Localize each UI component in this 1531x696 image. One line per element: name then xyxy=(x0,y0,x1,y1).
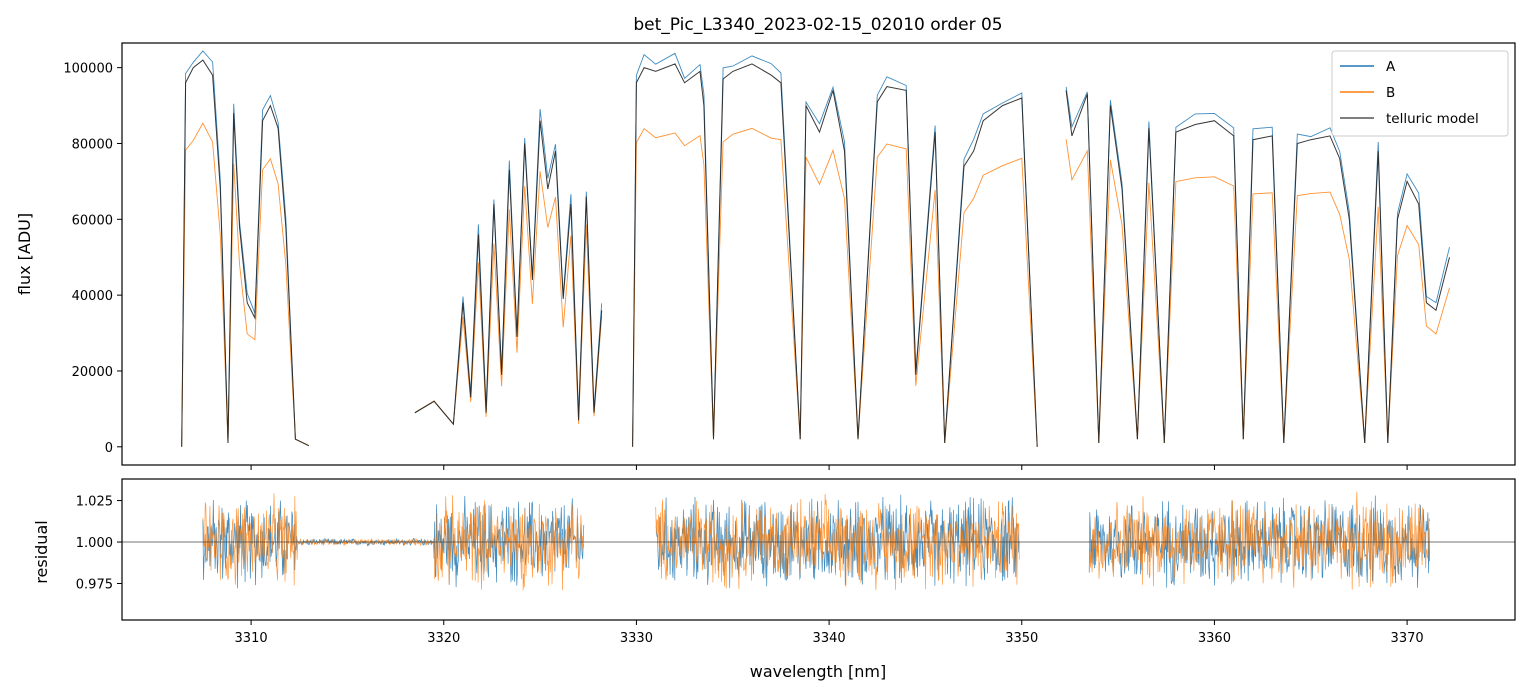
residual-y-tick-label: 0.975 xyxy=(76,578,113,593)
residual-y-axis-label: residual xyxy=(32,520,51,583)
legend: A B telluric model xyxy=(1331,50,1509,137)
flux-series-b xyxy=(181,122,1450,447)
x-tick-label: 3370 xyxy=(1391,631,1424,646)
chart-title: bet_Pic_L3340_2023-02-15_02010 order 05 xyxy=(633,15,1002,35)
flux-series-telluric-model xyxy=(181,59,1450,447)
legend-label-telluric: telluric model xyxy=(1386,111,1479,127)
flux-y-ticks: 0 20000 40000 60000 80000 100000 xyxy=(63,62,122,456)
flux-y-tick-label: 60000 xyxy=(72,213,113,228)
flux-plot-area xyxy=(122,43,1515,465)
flux-y-tick-label: 0 xyxy=(105,441,113,456)
flux-y-tick-label: 40000 xyxy=(72,289,113,304)
flux-y-axis-label: flux [ADU] xyxy=(15,213,34,295)
flux-y-tick-label: 100000 xyxy=(63,62,113,77)
flux-y-tick-label: 20000 xyxy=(72,365,113,380)
residual-y-ticks: 0.975 1.000 1.025 xyxy=(76,495,122,593)
legend-label-b: B xyxy=(1386,85,1395,101)
flux-panel: 0 20000 40000 60000 80000 100000 flux [ADU] A… xyxy=(15,42,1516,470)
x-tick-label: 3320 xyxy=(427,631,460,646)
residual-series-group xyxy=(202,491,1430,591)
x-axis-label: wavelength [nm] xyxy=(750,662,887,681)
flux-y-tick-label: 80000 xyxy=(72,137,113,152)
residual-axes-frame xyxy=(121,478,1516,621)
residual-y-tick-label: 1.000 xyxy=(76,536,113,551)
residual-x-ticks: 3310 3320 3330 3340 3350 3360 3370 xyxy=(235,620,1424,646)
x-tick-label: 3340 xyxy=(813,631,846,646)
flux-series-group xyxy=(181,50,1450,447)
residual-y-tick-label: 1.025 xyxy=(76,495,113,510)
residual-series-b xyxy=(202,491,1430,591)
legend-label-a: A xyxy=(1386,59,1396,75)
x-tick-label: 3330 xyxy=(620,631,653,646)
x-tick-label: 3350 xyxy=(1005,631,1038,646)
legend-box xyxy=(1331,50,1509,137)
residual-panel: 0.975 1.000 1.025 3310 3320 3330 3340 3350 3360… xyxy=(32,478,1516,681)
flux-x-ticks xyxy=(250,465,1408,470)
x-tick-label: 3310 xyxy=(235,631,268,646)
x-tick-label: 3360 xyxy=(1198,631,1231,646)
flux-axes-frame xyxy=(121,42,1516,466)
